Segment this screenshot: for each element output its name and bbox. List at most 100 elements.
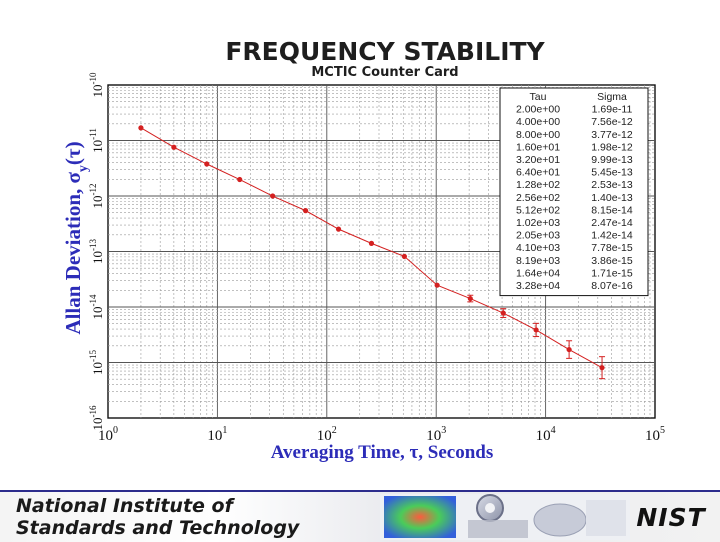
thermal-image-icon (384, 496, 456, 538)
data-point (401, 253, 407, 260)
table-cell: 1.40e-13 (591, 192, 633, 204)
y-tick-exp: -14 (88, 294, 98, 306)
data-point (204, 161, 210, 167)
data-point (335, 226, 342, 232)
table-cell: 1.69e-11 (592, 104, 633, 116)
table-cell: 1.02e+03 (516, 217, 560, 229)
table-header: Tau (530, 91, 547, 103)
data-points (138, 125, 606, 380)
table-cell: 1.71e-15 (591, 267, 633, 279)
x-tick-base: 10 (98, 428, 113, 444)
x-tick-base: 10 (426, 428, 441, 444)
data-point (533, 327, 539, 333)
data-point (566, 346, 572, 353)
tau-sigma-table: Tau Sigma 2.00e+00 1.69e-11 4.00e+00 7.56e-12… (499, 87, 649, 297)
y-tick-label: 10-10 (88, 72, 105, 97)
x-tick-exp: 2 (332, 425, 337, 436)
y-tick-base: 10 (90, 85, 105, 98)
table-cell: 1.28e+02 (516, 179, 560, 191)
table-cell: 3.28e+04 (516, 280, 560, 292)
x-tick-label: 102 (317, 425, 337, 444)
x-tick-labels: 100 101 102 103 104 105 (98, 425, 665, 444)
x-tick-base: 10 (207, 428, 222, 444)
table-cell: 1.42e-14 (591, 230, 633, 242)
x-tick-label: 104 (536, 425, 556, 444)
data-point (270, 193, 276, 199)
data-point (434, 282, 440, 288)
institute-name: National Institute of Standards and Tech… (16, 495, 376, 539)
table-cell: 1.64e+04 (516, 267, 560, 279)
table-cell: 3.86e-15 (591, 255, 633, 267)
table-cell: 3.77e-12 (591, 129, 633, 141)
nist-logo: NIST (636, 502, 706, 532)
y-tick-label: 10-11 (88, 128, 105, 153)
table-header: Sigma (597, 91, 627, 103)
data-point (599, 365, 605, 371)
table-cell: 5.45e-13 (591, 167, 633, 179)
y-tick-exp: -13 (88, 239, 98, 251)
table-cell: 4.10e+03 (516, 242, 560, 254)
y-tick-base: 10 (90, 418, 105, 431)
y-axis-label-sub: y (76, 165, 91, 172)
x-tick-exp: 5 (660, 425, 665, 436)
x-tick-label: 103 (426, 425, 446, 444)
table-cell: 3.20e+01 (516, 154, 560, 166)
table-frame (499, 87, 649, 297)
y-tick-exp: -12 (88, 184, 98, 196)
table-cell: 2.53e-13 (591, 179, 633, 191)
table-cell: 9.99e-13 (591, 154, 633, 166)
y-tick-label: 10-16 (88, 405, 105, 430)
y-axis-label-main: Allan Deviation, σ (61, 172, 85, 335)
x-tick-base: 10 (536, 428, 551, 444)
institute-name-line1: National Institute of (16, 495, 233, 517)
data-point (237, 176, 243, 183)
x-tick-exp: 1 (222, 425, 227, 436)
footer-banner: National Institute of Standards and Tech… (0, 490, 720, 542)
y-tick-exp: -10 (88, 72, 98, 84)
table-cell: 8.19e+03 (516, 255, 560, 267)
allan-deviation-chart: FREQUENCY STABILITY MCTIC Counter Card 1… (61, 37, 665, 463)
y-axis-label-tail: (τ) (61, 141, 85, 165)
x-tick-exp: 4 (551, 425, 556, 436)
x-tick-base: 10 (317, 428, 332, 444)
data-point (467, 295, 473, 302)
data-point (368, 240, 375, 246)
x-axis-label: Averaging Time, τ, Seconds (271, 442, 494, 463)
table-cell: 2.00e+00 (516, 104, 560, 116)
table-cell: 2.05e+03 (516, 230, 560, 242)
x-tick-label: 100 (98, 425, 118, 444)
x-tick-label: 101 (207, 425, 227, 444)
x-tick-exp: 0 (113, 425, 118, 436)
grid-lines (108, 85, 655, 418)
table-cell: 1.60e+01 (516, 141, 560, 153)
y-tick-base: 10 (90, 307, 105, 320)
institute-name-line2: Standards and Technology (16, 517, 300, 539)
data-point (138, 125, 144, 131)
table-cell: 8.07e-16 (591, 280, 633, 292)
table-cell: 2.56e+02 (516, 192, 560, 204)
table-cell: 5.12e+02 (516, 204, 560, 216)
y-tick-base: 10 (90, 251, 105, 264)
table-cell: 4.00e+00 (516, 116, 560, 128)
x-tick-exp: 3 (441, 425, 446, 436)
table-cell: 7.78e-15 (591, 242, 633, 254)
table-cell: 8.15e-14 (591, 204, 633, 216)
table-cell: 6.40e+01 (516, 167, 560, 179)
footer-decoration-image (380, 494, 630, 540)
y-tick-base: 10 (90, 196, 105, 209)
table-cell: 1.98e-12 (591, 141, 633, 153)
y-tick-label: 10-12 (88, 184, 105, 209)
table-cell: 8.00e+00 (516, 129, 560, 141)
crystal-icon (533, 503, 587, 537)
y-tick-base: 10 (90, 362, 105, 375)
data-point (500, 310, 506, 316)
table-cell: 2.47e-14 (591, 217, 633, 229)
y-tick-label: 10-15 (88, 350, 105, 375)
y-tick-label: 10-14 (88, 294, 105, 319)
data-point (302, 208, 309, 214)
y-tick-base: 10 (90, 140, 105, 153)
y-axis-label: Allan Deviation, σy(τ) (61, 141, 91, 334)
y-tick-label: 10-13 (88, 239, 105, 264)
chart-subtitle: MCTIC Counter Card (311, 65, 458, 80)
